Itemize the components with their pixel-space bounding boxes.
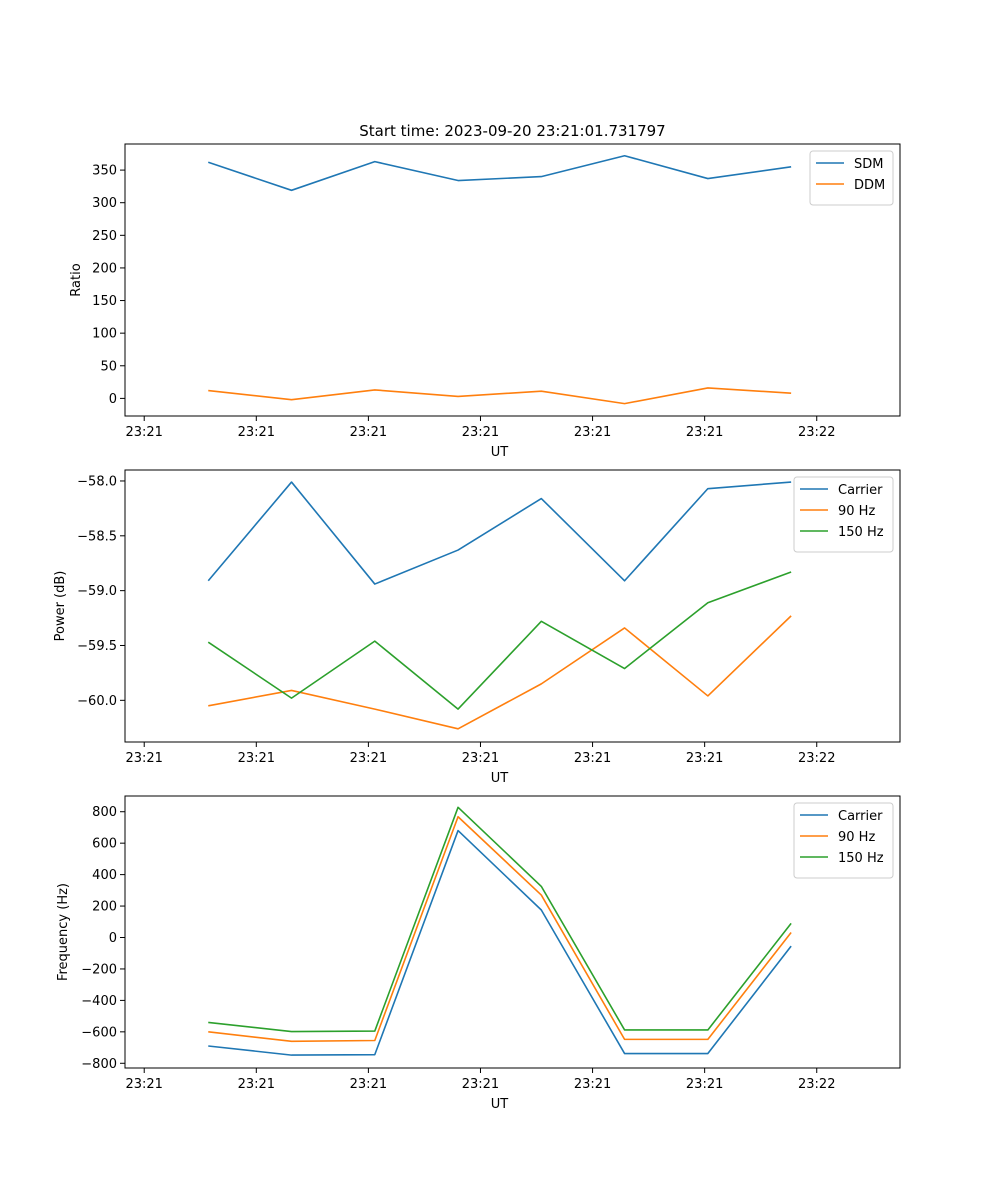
legend: Carrier 90 Hz 150 Hz: [793, 476, 894, 553]
y-tick-label: 350: [92, 164, 117, 179]
x-axis-label: UT: [491, 445, 509, 460]
x-tick-label: 23:21: [462, 751, 499, 766]
x-tick-label: 23:22: [798, 425, 835, 440]
x-tick-label: 23:21: [238, 751, 275, 766]
x-tick-label: 23:21: [238, 1077, 275, 1092]
x-tick-label: 23:21: [574, 1077, 611, 1092]
y-axis-label: Power (dB): [53, 571, 68, 642]
y-tick-label: 200: [92, 261, 117, 276]
axes-frame: [124, 143, 901, 417]
y-tick-label: −600: [81, 1025, 117, 1040]
legend-box: [809, 150, 894, 206]
x-tick-label: 23:21: [125, 425, 162, 440]
x-tick-label: 23:21: [686, 425, 723, 440]
legend-label: Carrier: [838, 483, 883, 498]
legend-label: SDM: [854, 157, 883, 172]
x-tick-label: 23:22: [798, 751, 835, 766]
y-tick-label: −800: [81, 1057, 117, 1072]
legend-box: [793, 476, 894, 553]
x-tick-label: 23:21: [238, 425, 275, 440]
y-tick-label: 600: [92, 837, 117, 852]
y-tick-label: 100: [92, 327, 117, 342]
x-axis-label: UT: [491, 771, 509, 786]
y-tick-label: −60.0: [77, 694, 117, 709]
legend: SDM DDM: [809, 150, 894, 206]
y-tick-label: −59.0: [77, 584, 117, 599]
x-tick-label: 23:21: [350, 1077, 387, 1092]
legend-label: 90 Hz: [838, 830, 875, 845]
y-tick-label: 250: [92, 229, 117, 244]
y-tick-label: −58.0: [77, 474, 117, 489]
series-line-carrier: [208, 829, 792, 1056]
x-tick-label: 23:22: [798, 1077, 835, 1092]
legend-label: Carrier: [838, 809, 883, 824]
y-tick-label: −400: [81, 994, 117, 1009]
series-line-150-hz: [208, 806, 792, 1033]
chart-panel-1: 23:21 23:21 23:21 23:21 23:21 23:21 23:22 0 50 10…: [69, 143, 901, 460]
legend: Carrier 90 Hz 150 Hz: [793, 802, 894, 879]
x-tick-label: 23:21: [574, 751, 611, 766]
y-tick-label: 0: [109, 931, 117, 946]
figure-title: Start time: 2023-09-20 23:21:01.731797: [359, 122, 665, 140]
y-tick-label: 0: [109, 392, 117, 407]
y-tick-label: −58.5: [77, 529, 117, 544]
x-tick-label: 23:21: [462, 425, 499, 440]
series-line-sdm: [208, 154, 792, 192]
series-line-150-hz: [207, 571, 792, 710]
series-line-ddm: [208, 387, 792, 405]
series-line-90-hz: [208, 615, 792, 730]
y-axis-label: Frequency (Hz): [56, 883, 71, 981]
x-tick-label: 23:21: [350, 425, 387, 440]
y-tick-label: 150: [92, 294, 117, 309]
y-tick-label: 200: [92, 900, 117, 915]
x-tick-label: 23:21: [350, 751, 387, 766]
x-tick-label: 23:21: [574, 425, 611, 440]
legend-label: 90 Hz: [838, 504, 875, 519]
y-tick-label: 50: [100, 359, 117, 374]
y-tick-label: 300: [92, 196, 117, 211]
legend-label: DDM: [854, 178, 885, 193]
y-axis-label: Ratio: [69, 263, 84, 296]
y-tick-label: 800: [92, 805, 117, 820]
x-tick-label: 23:21: [686, 751, 723, 766]
legend-box: [793, 802, 894, 879]
x-tick-label: 23:21: [462, 1077, 499, 1092]
legend-label: 150 Hz: [838, 525, 884, 540]
y-tick-label: 400: [92, 868, 117, 883]
axes-frame: [124, 795, 901, 1069]
chart-panel-2: 23:21 23:21 23:21 23:21 23:21 23:21 23:22 −60.0…: [53, 469, 901, 786]
legend-label: 150 Hz: [838, 851, 884, 866]
x-tick-label: 23:21: [125, 751, 162, 766]
chart-panel-3: 23:21 23:21 23:21 23:21 23:21 23:21 23:22 −800 −…: [56, 795, 901, 1112]
axes-frame: [124, 469, 901, 743]
y-tick-label: −59.5: [77, 639, 117, 654]
y-tick-label: −200: [81, 962, 117, 977]
x-tick-label: 23:21: [686, 1077, 723, 1092]
series-line-90-hz: [208, 815, 792, 1043]
series-line-carrier: [207, 481, 792, 585]
x-axis-label: UT: [491, 1097, 509, 1112]
x-tick-label: 23:21: [125, 1077, 162, 1092]
